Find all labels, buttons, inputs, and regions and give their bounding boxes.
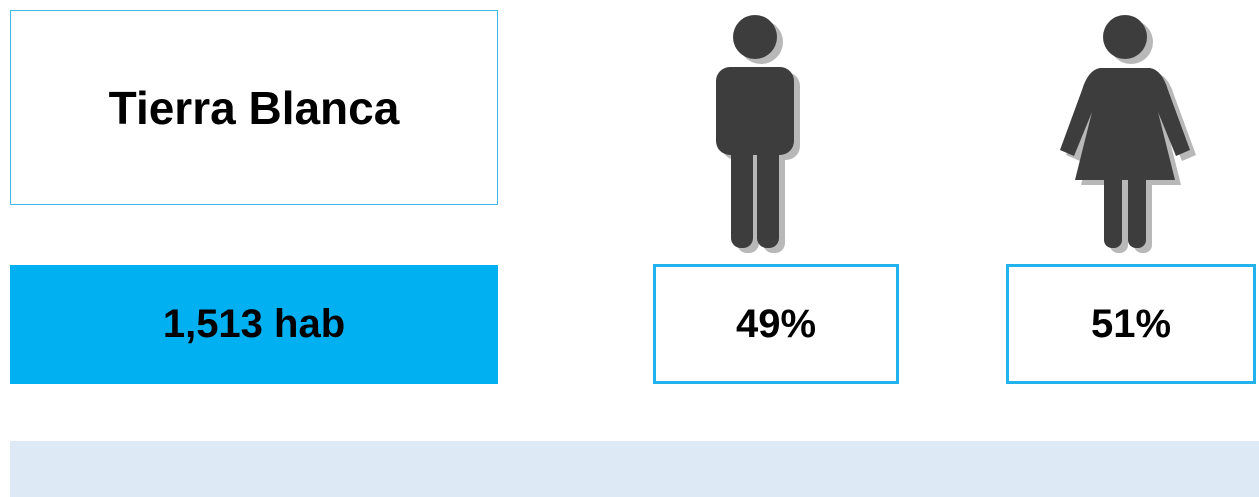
female-percent: 51% (1006, 264, 1256, 384)
place-title: Tierra Blanca (10, 10, 498, 205)
male-icon (716, 15, 800, 253)
population: 1,513 hab (10, 265, 498, 384)
bottom-band (10, 441, 1259, 497)
figures (716, 15, 1196, 253)
female-icon (1060, 15, 1196, 253)
male-percent: 49% (653, 264, 899, 384)
